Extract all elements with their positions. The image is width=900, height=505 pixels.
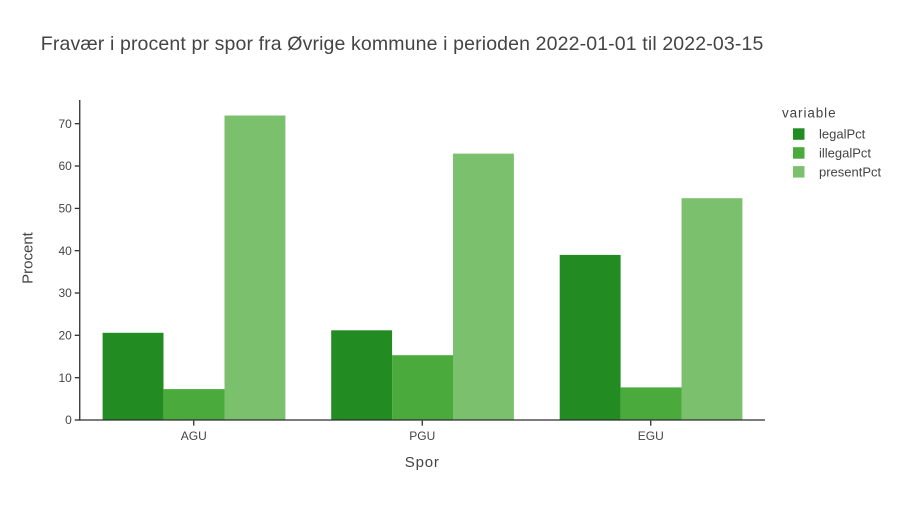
svg-text:20: 20 bbox=[58, 329, 72, 343]
svg-text:Procent: Procent bbox=[20, 231, 37, 284]
svg-text:0: 0 bbox=[65, 413, 72, 427]
svg-text:variable: variable bbox=[782, 106, 836, 121]
svg-text:30: 30 bbox=[58, 286, 72, 300]
svg-text:presentPct: presentPct bbox=[819, 164, 882, 179]
svg-text:60: 60 bbox=[58, 159, 72, 173]
svg-text:illegalPct: illegalPct bbox=[819, 146, 871, 161]
svg-text:Fravær i procent pr spor fra Ø: Fravær i procent pr spor fra Øvrige komm… bbox=[41, 33, 764, 55]
svg-text:10: 10 bbox=[58, 371, 72, 385]
svg-text:50: 50 bbox=[58, 202, 72, 216]
svg-text:legalPct: legalPct bbox=[819, 127, 866, 142]
svg-text:PGU: PGU bbox=[409, 429, 435, 443]
svg-text:70: 70 bbox=[58, 117, 72, 131]
svg-text:40: 40 bbox=[58, 244, 72, 258]
svg-text:EGU: EGU bbox=[638, 429, 664, 443]
svg-text:Spor: Spor bbox=[405, 454, 440, 471]
svg-text:AGU: AGU bbox=[181, 429, 207, 443]
